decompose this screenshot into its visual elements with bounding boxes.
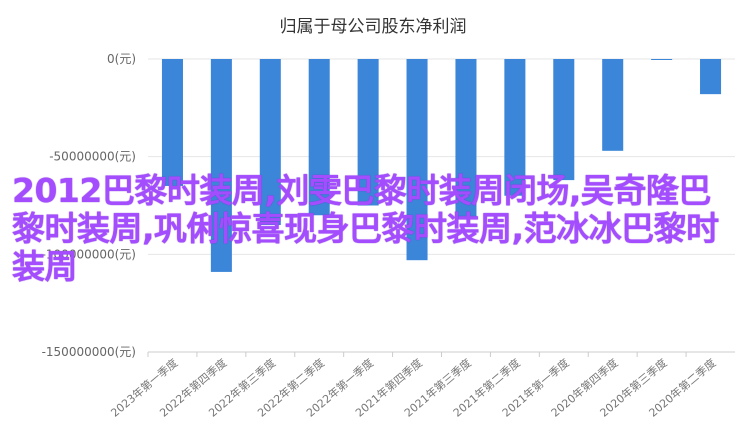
bar bbox=[161, 59, 183, 186]
bar bbox=[553, 59, 575, 181]
bar bbox=[357, 59, 379, 206]
y-axis-ticks: 0(元) -50000000(元) -100000000(元) -150000000(… bbox=[42, 52, 136, 359]
bar bbox=[455, 59, 477, 220]
bar bbox=[308, 59, 330, 216]
bar bbox=[406, 59, 428, 261]
x-axis-ticks: 2023年第一季度2022年第四季度2022年第三季度2022年第二季度2022… bbox=[108, 352, 718, 420]
y-tick-label: -150000000(元) bbox=[42, 345, 136, 359]
bar bbox=[210, 59, 232, 272]
bar bbox=[504, 59, 526, 196]
bar bbox=[700, 59, 722, 95]
overlay-text: 2012巴黎时装周,刘雯巴黎时装周闭场,吴奇隆巴黎时装周,巩俐惊喜现身巴黎时装周… bbox=[12, 171, 719, 286]
y-tick-label: -100000000(元) bbox=[42, 247, 136, 261]
bar bbox=[602, 59, 624, 151]
bars bbox=[161, 59, 722, 272]
bar bbox=[651, 59, 673, 60]
y-tick-label: 0(元) bbox=[107, 52, 136, 66]
chart-title: 归属于母公司股东净利润 bbox=[280, 17, 467, 37]
y-tick-label: -50000000(元) bbox=[49, 150, 136, 164]
bar bbox=[259, 59, 281, 226]
